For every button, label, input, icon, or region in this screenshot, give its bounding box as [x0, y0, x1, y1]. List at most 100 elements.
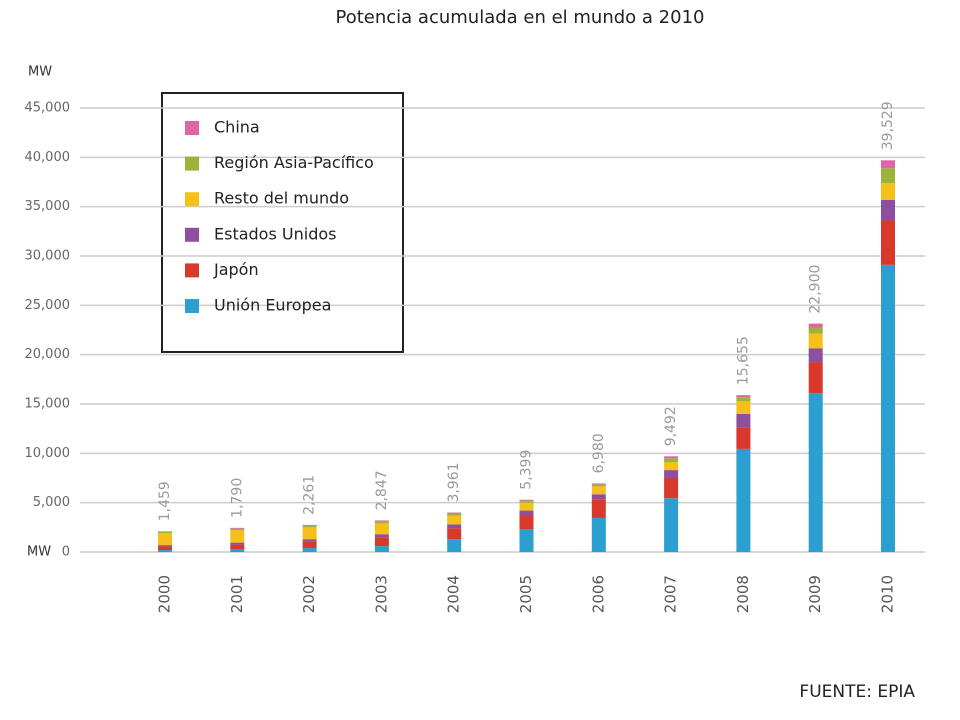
y-tick-label: 20,000: [25, 347, 71, 362]
bar-segment: [808, 323, 823, 328]
bar-segment: [736, 413, 751, 428]
bar-segment: [447, 513, 462, 516]
bar-segment: [158, 546, 172, 551]
y-tick-label: 0: [62, 545, 70, 560]
x-tick-label: 2006: [589, 575, 607, 613]
y-axis-label: MW: [28, 65, 52, 80]
bar-segment: [736, 448, 751, 552]
bar-segment: [808, 393, 823, 552]
y-tick-label: 40,000: [25, 150, 71, 165]
bar-segment: [230, 549, 245, 552]
total-label: 6,980: [591, 433, 607, 473]
legend-swatch: [185, 156, 199, 171]
bar-segment: [374, 546, 389, 552]
legend-label: Resto del mundo: [214, 189, 349, 208]
y-tick-label: 5,000: [33, 495, 70, 510]
bar-segment: [591, 484, 606, 487]
x-tick-label: 2001: [228, 575, 246, 613]
bar-segment: [302, 525, 317, 528]
y-tick-label: 10,000: [25, 446, 71, 461]
total-label: 22,900: [808, 265, 824, 314]
total-label: 2,847: [374, 470, 390, 510]
bar-segment: [230, 544, 245, 550]
bar-segment: [447, 539, 462, 552]
bar-segment: [519, 500, 534, 503]
legend-swatch: [185, 263, 199, 278]
y-tick-label: 15,000: [25, 397, 71, 412]
legend-swatch: [185, 192, 199, 207]
y-axis-label-bottom: MW: [27, 545, 51, 560]
bar-segment: [591, 517, 606, 552]
bar-segment: [881, 160, 895, 169]
legend-label: Estados Unidos: [214, 224, 336, 243]
x-tick-label: 2009: [806, 575, 824, 613]
total-label: 3,961: [446, 462, 462, 502]
bar-segment: [664, 456, 679, 459]
y-tick-label: 45,000: [25, 101, 71, 116]
bar-segment: [374, 534, 389, 538]
total-label: 2,261: [302, 475, 318, 515]
bar-segment: [591, 486, 606, 495]
legend-swatch: [185, 227, 199, 242]
y-tick-label: 30,000: [25, 249, 71, 264]
bar-segment: [374, 523, 389, 535]
source: FUENTE: EPIA: [799, 682, 915, 702]
legend-box: [161, 92, 404, 353]
x-tick-label: 2003: [372, 575, 390, 613]
bar-segment: [230, 527, 245, 529]
bar-segment: [664, 498, 679, 552]
total-label: 15,655: [735, 336, 751, 385]
bar-segment: [374, 520, 389, 522]
bar-segment: [374, 537, 389, 547]
bar-segment: [881, 264, 895, 552]
legend-label: Unión Europea: [214, 296, 331, 315]
bar-segment: [447, 512, 462, 514]
bar-segment: [736, 395, 751, 398]
bar-segment: [591, 494, 606, 500]
x-tick-label: 2010: [879, 575, 897, 613]
bar-segment: [736, 427, 751, 449]
y-tick-label: 25,000: [25, 298, 71, 313]
bar-segment: [374, 521, 389, 524]
bar-segment: [519, 510, 534, 516]
legend-label: Japón: [213, 260, 259, 279]
bar-segment: [302, 527, 317, 540]
bar-segment: [158, 531, 172, 534]
bar-segment: [302, 548, 317, 552]
x-tick-label: 2005: [517, 575, 535, 613]
bar-segment: [664, 458, 679, 463]
bar-segment: [808, 362, 823, 394]
bar-segment: [881, 199, 895, 221]
bar-segment: [230, 528, 245, 531]
y-tick-label: 35,000: [25, 199, 71, 214]
x-tick-label: 2004: [445, 575, 463, 613]
bar-segment: [664, 478, 679, 499]
total-label: 9,492: [663, 406, 679, 446]
bar-segment: [881, 168, 895, 183]
bar-segment: [230, 542, 245, 545]
total-label: 5,399: [519, 450, 535, 490]
bar-segment: [302, 539, 317, 542]
legend-label: Región Asia-Pacífico: [214, 153, 374, 172]
bar-segment: [808, 348, 823, 363]
total-label: 39,529: [880, 101, 896, 150]
total-label: 1,790: [229, 478, 245, 518]
bar-segment: [230, 530, 245, 543]
bar-segment: [736, 401, 751, 414]
bar-segment: [664, 462, 679, 471]
bar-segment: [519, 529, 534, 552]
x-tick-label: 2007: [662, 575, 680, 613]
legend-swatch: [185, 121, 199, 135]
x-tick-label: 2002: [300, 575, 318, 613]
bar-segment: [158, 550, 172, 552]
bar-segment: [302, 541, 317, 549]
bar-segment: [591, 483, 606, 485]
legend-label: China: [214, 118, 260, 137]
x-tick-label: 2008: [734, 575, 752, 613]
bar-segment: [736, 397, 751, 402]
bar-segment: [158, 533, 172, 546]
bar-segment: [447, 524, 462, 529]
total-label: 1,459: [157, 481, 173, 521]
bar-segment: [591, 499, 606, 518]
